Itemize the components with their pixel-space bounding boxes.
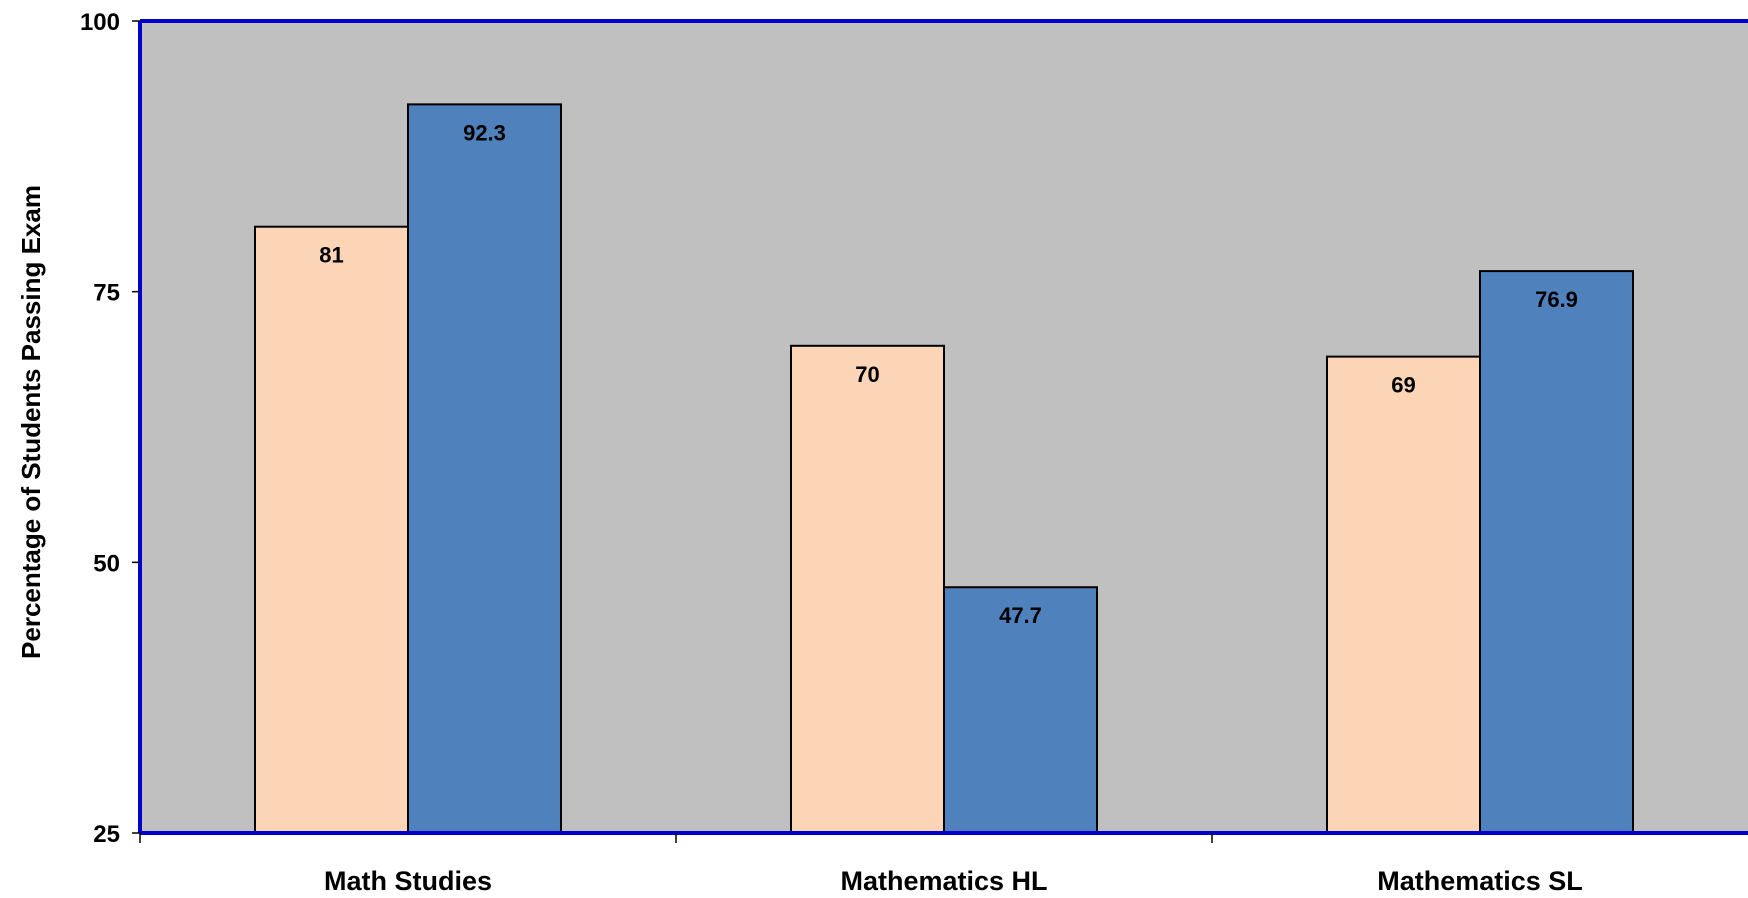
x-category-label: Mathematics SL: [1377, 866, 1583, 896]
y-tick-label: 50: [93, 550, 120, 577]
x-category-label: Mathematics HL: [840, 866, 1047, 896]
data-label: 76.9: [1535, 287, 1578, 312]
bar: [1326, 355, 1481, 834]
y-tick-label: 25: [93, 821, 120, 848]
data-labels-group: 81 92.3 70 47.7 69 76.9: [319, 120, 1578, 628]
bar: [407, 103, 562, 834]
y-axis-title: Percentage of Students Passing Exam: [16, 185, 46, 659]
data-label: 81: [319, 243, 343, 268]
axis-ticks-group: 25 50 75 100 Math Studies Mathematics HL Mathe…: [80, 9, 1583, 896]
bar: [943, 586, 1098, 835]
data-label: 92.3: [463, 120, 506, 145]
data-label: 69: [1391, 373, 1415, 398]
y-tick-label: 75: [93, 280, 120, 307]
bar: [254, 225, 409, 834]
x-category-label: Math Studies: [324, 866, 492, 896]
data-label: 70: [855, 362, 879, 387]
y-tick-label: 100: [80, 9, 120, 36]
data-label: 47.7: [999, 603, 1042, 628]
bars-group: [254, 103, 1634, 835]
bar: [1479, 270, 1634, 834]
bar: [790, 344, 945, 834]
